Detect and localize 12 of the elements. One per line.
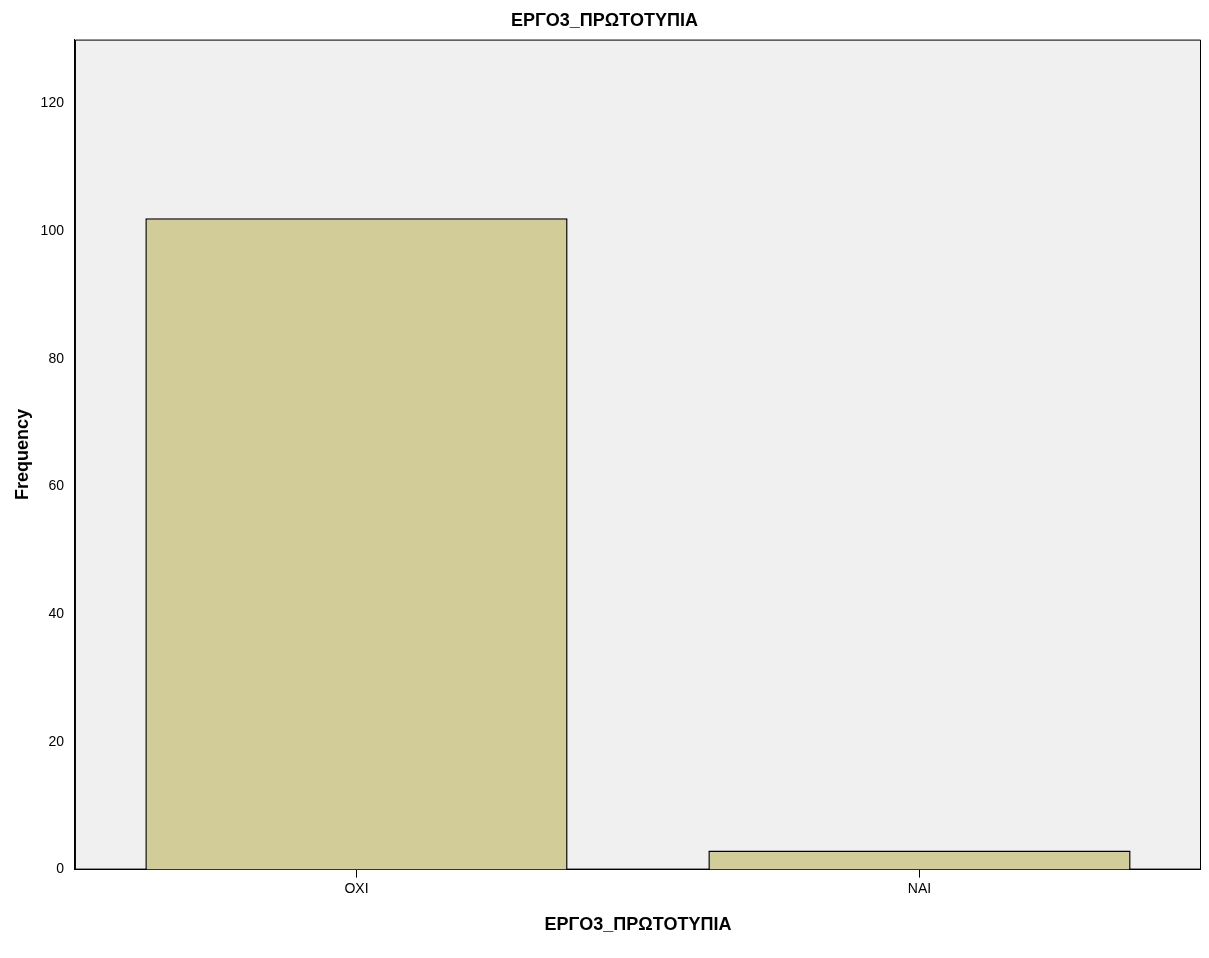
chart-title: ΕΡΓΟ3_ΠΡΩΤΟΤΥΠΙΑ: [511, 9, 698, 30]
y-tick-label: 80: [48, 349, 65, 366]
x-tick-label: ΟΧΙ: [344, 879, 369, 896]
y-axis-title: Frequency: [11, 409, 32, 501]
x-axis-title: ΕΡΓΟ3_ΠΡΩΤΟΤΥΠΙΑ: [544, 914, 732, 935]
y-tick-label: 40: [48, 605, 65, 622]
y-tick-label: 100: [40, 222, 65, 238]
x-tick-label: ΝΑΙ: [907, 879, 932, 896]
y-tick-label: 120: [40, 94, 65, 111]
y-tick-label: 0: [56, 860, 65, 877]
y-tick-label: 20: [48, 732, 65, 749]
y-tick-label: 60: [48, 477, 65, 494]
